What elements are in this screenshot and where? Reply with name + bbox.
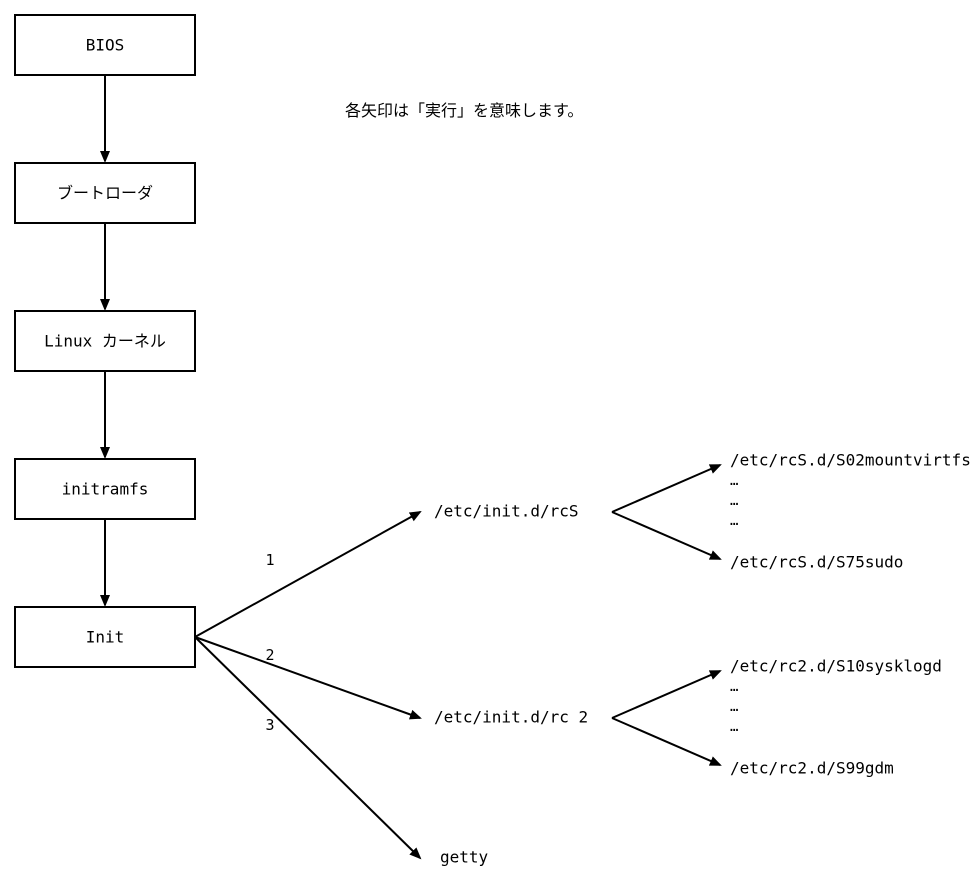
boot-flowchart: BIOS ブートローダ Linux カーネル initramfs Init 各矢印は「実行… xyxy=(0,0,973,875)
split-0-top-arrow xyxy=(612,465,720,512)
caption: 各矢印は「実行」を意味します。 xyxy=(345,101,583,120)
init-arrow-num-1: 1 xyxy=(265,551,274,569)
split-0-bottom-label: /etc/rcS.d/S75sudo xyxy=(730,553,903,572)
init-label: Init xyxy=(86,628,125,647)
arrow-init-1 xyxy=(195,512,420,637)
split-0-ellipsis-0: … xyxy=(730,473,738,489)
arrow-init-3 xyxy=(195,637,420,858)
bios-label: BIOS xyxy=(86,36,125,55)
split-0-ellipsis-1: … xyxy=(730,493,738,509)
rc2-label: /etc/init.d/rc 2 xyxy=(434,708,588,727)
arrow-init-2 xyxy=(195,637,420,718)
split-1-bottom-label: /etc/rc2.d/S99gdm xyxy=(730,759,894,778)
split-0-ellipsis-2: … xyxy=(730,513,738,529)
split-1-bottom-arrow xyxy=(612,718,720,765)
split-1-ellipsis-2: … xyxy=(730,719,738,735)
split-1-ellipsis-0: … xyxy=(730,679,738,695)
init-arrow-num-2: 2 xyxy=(265,646,274,664)
kernel-label: Linux カーネル xyxy=(44,332,166,351)
split-0-bottom-arrow xyxy=(612,512,720,559)
init-arrow-num-3: 3 xyxy=(265,716,274,734)
split-1-top-label: /etc/rc2.d/S10sysklogd xyxy=(730,657,942,676)
bootloader-label: ブートローダ xyxy=(57,184,153,203)
split-0-top-label: /etc/rcS.d/S02mountvirtfs xyxy=(730,451,971,470)
initramfs-label: initramfs xyxy=(62,480,149,499)
split-1-top-arrow xyxy=(612,671,720,718)
rcs-label: /etc/init.d/rcS xyxy=(434,502,579,521)
getty-label: getty xyxy=(440,848,489,867)
split-1-ellipsis-1: … xyxy=(730,699,738,715)
